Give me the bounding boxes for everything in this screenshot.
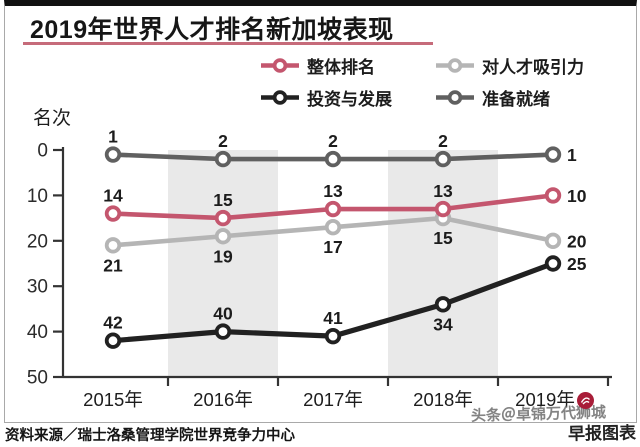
legend-marker-icon	[261, 90, 299, 105]
y-tick-label: 40	[27, 322, 48, 343]
legend-marker-icon	[436, 58, 474, 73]
data-label-overall-rank: 14	[103, 186, 123, 206]
y-tick-label: 50	[27, 368, 48, 389]
legend-item-talent-attractiveness: 对人才吸引力	[435, 53, 584, 78]
x-tick-label: 2017年	[303, 389, 363, 410]
data-label-investment-development: 34	[433, 314, 453, 334]
data-point-readiness	[434, 150, 452, 168]
source-note: 资料来源／瑞士洛桑管理学院世界竞争力中心	[5, 428, 295, 444]
x-tick-label: 2015年	[83, 389, 143, 410]
legend-label: 对人才吸引力	[482, 58, 584, 77]
data-label-talent-attractiveness: 19	[213, 246, 233, 266]
data-label-overall-rank: 10	[567, 186, 587, 206]
data-label-readiness: 1	[108, 127, 118, 147]
y-tick-label: 30	[27, 277, 48, 298]
data-label-readiness: 2	[328, 131, 338, 151]
legend-label: 准备就绪	[482, 90, 550, 109]
data-point-readiness	[104, 146, 122, 163]
data-point-investment-development	[324, 327, 342, 345]
highlight-band-2018年	[388, 150, 498, 377]
data-point-overall-rank	[324, 200, 342, 218]
zaobao-watermark: 早报图表	[567, 423, 637, 444]
data-label-readiness: 2	[438, 131, 448, 151]
legend-item-overall-rank: 整体排名	[260, 53, 435, 78]
data-point-talent-attractiveness	[214, 228, 232, 245]
y-axis-title: 名次	[33, 107, 71, 129]
data-point-investment-development	[104, 332, 122, 349]
data-point-investment-development	[434, 296, 452, 313]
data-point-overall-rank	[434, 200, 452, 218]
data-label-investment-development: 25	[567, 254, 587, 274]
data-point-overall-rank	[104, 205, 122, 222]
legend-label: 投资与发展	[307, 90, 392, 109]
data-label-overall-rank: 13	[323, 181, 343, 201]
x-tick-label: 2016年	[193, 389, 253, 410]
data-label-talent-attractiveness: 17	[323, 237, 342, 257]
data-label-overall-rank: 13	[433, 181, 453, 201]
data-label-investment-development: 42	[103, 313, 123, 333]
legend-marker-icon	[261, 58, 299, 73]
data-label-overall-rank: 15	[213, 190, 233, 210]
data-point-readiness	[544, 146, 562, 163]
legend-item-investment-development: 投资与发展	[260, 85, 435, 110]
data-label-talent-attractiveness: 20	[567, 231, 587, 251]
y-tick-label: 10	[27, 186, 48, 207]
data-point-investment-development	[214, 323, 232, 340]
data-point-overall-rank	[214, 209, 232, 227]
legend-item-readiness: 准备就绪	[435, 85, 584, 110]
data-point-talent-attractiveness	[544, 232, 562, 250]
page-title: 2019年世界人才排名新加坡表现	[30, 16, 394, 44]
data-label-talent-attractiveness: 15	[433, 228, 453, 248]
chart-legend: 整体排名 对人才吸引力投资与发展 准备就绪	[260, 53, 584, 110]
data-point-talent-attractiveness	[104, 237, 122, 254]
x-tick-label: 2019年	[515, 389, 575, 410]
data-point-investment-development	[544, 255, 562, 272]
data-point-readiness	[324, 150, 342, 168]
data-point-overall-rank	[544, 187, 562, 204]
data-label-readiness: 1	[567, 145, 577, 165]
title-underline	[23, 42, 433, 45]
data-point-readiness	[214, 150, 232, 168]
data-point-talent-attractiveness	[324, 218, 342, 236]
data-label-talent-attractiveness: 21	[103, 255, 123, 275]
watermark-badge-icon	[577, 392, 594, 409]
legend-marker-icon	[436, 90, 474, 105]
data-label-investment-development: 40	[213, 304, 233, 324]
data-label-investment-development: 41	[323, 308, 343, 328]
data-label-readiness: 2	[218, 131, 228, 151]
y-tick-label: 20	[27, 231, 48, 252]
y-tick-label: 0	[37, 141, 48, 162]
x-tick-label: 2018年	[413, 389, 473, 410]
legend-label: 整体排名	[307, 58, 375, 77]
